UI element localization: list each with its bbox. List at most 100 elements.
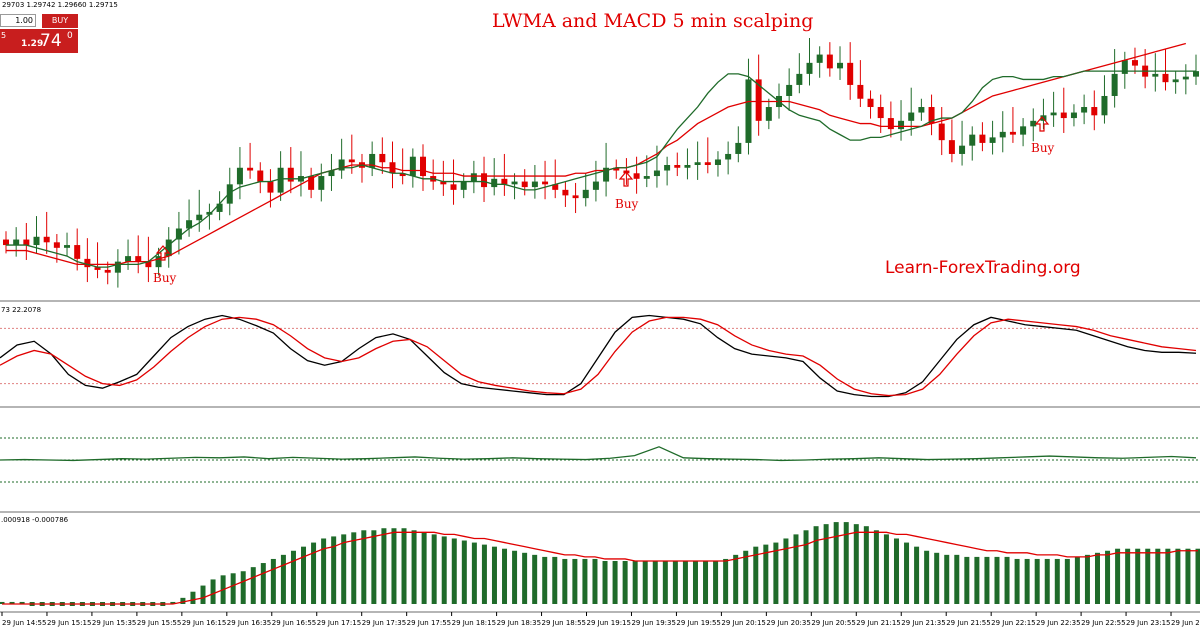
candle-body bbox=[216, 203, 223, 212]
candle-body bbox=[643, 176, 650, 179]
candle-body bbox=[23, 239, 30, 246]
macd-bar bbox=[1024, 558, 1030, 604]
macd-bar bbox=[672, 561, 678, 604]
macd-bar bbox=[1155, 548, 1161, 604]
macd-bar bbox=[833, 522, 839, 604]
candle-body bbox=[481, 173, 488, 188]
x-tick-label: 29 Jun 15:35 bbox=[92, 619, 136, 627]
macd-bar bbox=[552, 556, 558, 604]
macd-bar bbox=[1004, 556, 1010, 604]
x-tick-label: 29 Jun 14:55 bbox=[2, 619, 46, 627]
candle-body bbox=[267, 181, 274, 193]
macd-bar bbox=[170, 601, 176, 604]
macd-bar bbox=[1125, 548, 1131, 604]
x-tick-label: 29 Jun 16:35 bbox=[227, 619, 271, 627]
candle-body bbox=[308, 176, 315, 190]
macd-bar bbox=[863, 526, 869, 604]
x-tick-label: 29 Jun 21:35 bbox=[901, 619, 945, 627]
candle-body bbox=[847, 62, 854, 85]
macd-bar bbox=[803, 530, 809, 604]
buy-button[interactable]: BUY bbox=[42, 14, 78, 28]
macd-bar bbox=[1044, 558, 1050, 604]
candle-body bbox=[572, 195, 579, 199]
candle-body bbox=[887, 118, 894, 130]
macd-bar bbox=[632, 561, 638, 604]
candle-body bbox=[877, 107, 884, 119]
lwma-slow-line bbox=[6, 42, 1186, 266]
candle-body bbox=[1121, 60, 1128, 74]
macd-bar bbox=[974, 556, 980, 604]
candle-body bbox=[694, 162, 701, 165]
macd-bar bbox=[471, 542, 477, 604]
x-tick-label: 29 Jun 23:15 bbox=[1126, 619, 1170, 627]
x-tick-label: 29 Jun 17:15 bbox=[317, 619, 361, 627]
candle-body bbox=[542, 181, 549, 185]
candle-body bbox=[999, 131, 1006, 138]
x-tick-label: 29 Jun 23:35 bbox=[1171, 619, 1200, 627]
macd-bar bbox=[813, 526, 819, 604]
macd-bar bbox=[210, 579, 216, 604]
candle-body bbox=[277, 167, 284, 193]
candle-body bbox=[74, 245, 81, 259]
macd-bar bbox=[592, 558, 598, 604]
macd-bar bbox=[904, 542, 910, 604]
x-tick-label: 29 Jun 21:15 bbox=[856, 619, 900, 627]
candle-body bbox=[470, 173, 477, 182]
macd-bar bbox=[1115, 548, 1121, 604]
candle-body bbox=[1020, 126, 1027, 135]
candle-body bbox=[287, 167, 294, 182]
macd-bar bbox=[341, 534, 347, 604]
macd-bar bbox=[652, 561, 658, 604]
price-sup: 0 bbox=[67, 31, 73, 41]
macd-bar bbox=[240, 571, 246, 604]
candle-body bbox=[318, 176, 325, 190]
macd-bar bbox=[9, 601, 15, 604]
candle-body bbox=[94, 267, 101, 270]
macd-bar bbox=[763, 544, 769, 604]
candle-body bbox=[948, 140, 955, 154]
candle-body bbox=[521, 181, 528, 188]
price-big: 74 bbox=[40, 31, 62, 51]
macd-bar bbox=[391, 528, 397, 604]
candle-body bbox=[33, 236, 40, 246]
macd-bar bbox=[602, 561, 608, 604]
candle-body bbox=[735, 142, 742, 154]
x-tick-label: 29 Jun 15:55 bbox=[137, 619, 181, 627]
candle-body bbox=[84, 258, 91, 268]
macd-bar bbox=[843, 522, 849, 604]
buy-price-box[interactable]: 5 1.29 74 0 bbox=[0, 29, 78, 53]
candle-body bbox=[603, 167, 610, 182]
candle-body bbox=[918, 107, 925, 113]
macd-bar bbox=[703, 561, 709, 604]
candle-body bbox=[145, 261, 152, 268]
macd-bar bbox=[1054, 558, 1060, 604]
macd-bar bbox=[1094, 552, 1100, 604]
macd-bar bbox=[883, 534, 889, 604]
x-tick-label: 29 Jun 20:55 bbox=[811, 619, 855, 627]
macd-bar bbox=[260, 563, 266, 604]
macd-bar bbox=[361, 530, 367, 604]
buy-annotation-2: Buy bbox=[615, 197, 639, 211]
macd-bar bbox=[301, 546, 307, 604]
macd-bar bbox=[572, 558, 578, 604]
candle-body bbox=[440, 181, 447, 185]
candle-body bbox=[53, 242, 60, 248]
candle-body bbox=[491, 178, 498, 188]
macd-bar bbox=[311, 542, 317, 604]
candle-body bbox=[1182, 76, 1189, 80]
candle-body bbox=[552, 184, 559, 190]
candle-body bbox=[1070, 112, 1077, 119]
candle-body bbox=[1009, 131, 1016, 135]
macd-bar bbox=[522, 552, 528, 604]
macd-bar bbox=[1195, 548, 1200, 604]
candle-body bbox=[1152, 73, 1159, 77]
stochastic-main-line bbox=[0, 314, 1197, 398]
macd-bar bbox=[502, 548, 508, 604]
macd-bar bbox=[924, 550, 930, 604]
macd-bar bbox=[954, 554, 960, 604]
candle-body bbox=[338, 159, 345, 171]
x-tick-label: 29 Jun 16:15 bbox=[182, 619, 226, 627]
macd-bar bbox=[893, 538, 899, 604]
candle-body bbox=[613, 167, 620, 171]
lot-size-input[interactable]: 1.00 bbox=[0, 14, 36, 27]
